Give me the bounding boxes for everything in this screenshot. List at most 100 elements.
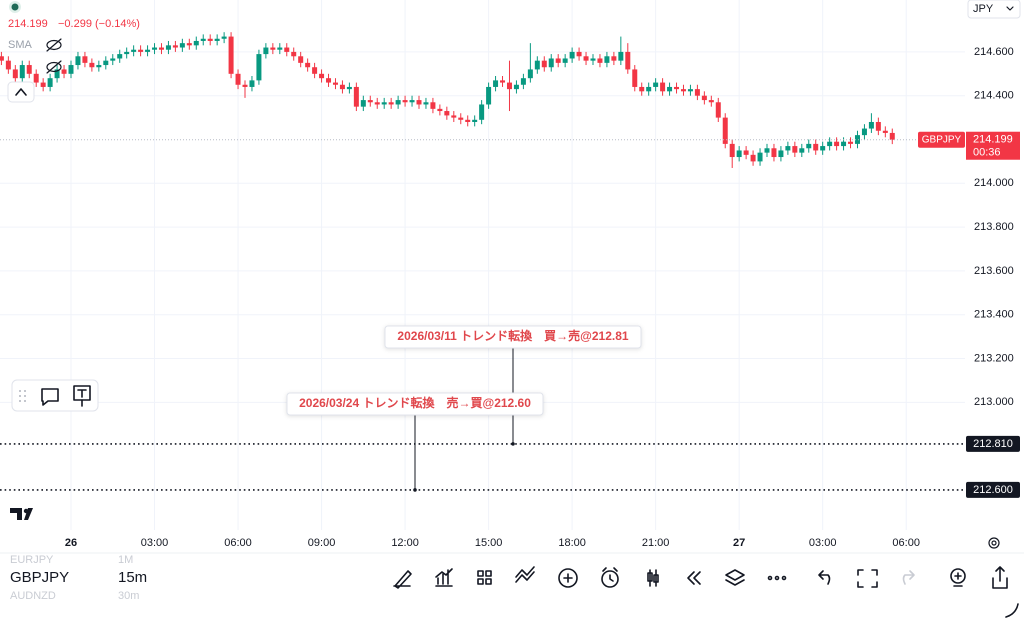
candle-body	[569, 51, 575, 59]
candle-body	[618, 51, 624, 61]
candle-body	[743, 150, 749, 155]
candle-body	[61, 69, 67, 74]
prev-symbol[interactable]: EURJPY	[10, 554, 54, 566]
candles	[0, 32, 895, 168]
candle-body	[367, 100, 373, 103]
header-change: −0.299 (−0.14%)	[58, 18, 140, 30]
candle-body	[513, 84, 519, 90]
candle-body	[562, 58, 568, 63]
visibility-icon[interactable]	[46, 38, 62, 52]
text-icon[interactable]	[73, 385, 91, 407]
price-tag	[966, 131, 1020, 160]
candle-body	[277, 47, 283, 50]
candle-body	[667, 86, 673, 92]
signal-price-tag	[966, 435, 1020, 452]
candle-body	[868, 121, 874, 129]
candle-body	[493, 80, 499, 87]
candle-body	[625, 51, 631, 70]
currency-select[interactable]	[967, 0, 1021, 19]
candle-body	[339, 84, 345, 90]
candle-body	[388, 102, 394, 105]
candle-body	[131, 49, 137, 52]
candle-body	[527, 69, 533, 79]
signal-price-tag	[966, 481, 1020, 498]
candle-body	[472, 119, 478, 122]
candle-body	[172, 45, 178, 48]
y-tick-label: 214.600	[974, 46, 1014, 58]
price-tag-text: 214.199	[973, 134, 1013, 146]
x-tick-label: 27	[733, 537, 745, 549]
candle-body	[75, 56, 81, 66]
candle-body	[221, 36, 227, 39]
overlay: 213.000 213.200 213.400 213.600 213.800 214.0…	[0, 46, 1020, 549]
annotation-text: 2026/03/11 トレンド転換 買→売@212.81	[397, 328, 628, 343]
visibility-icon[interactable]	[46, 60, 62, 74]
candle-body	[854, 135, 860, 144]
candle-body	[12, 69, 18, 79]
candle-body	[451, 115, 457, 118]
y-tick-label: 213.800	[974, 221, 1014, 233]
candle-body	[40, 82, 46, 87]
candle-body	[820, 146, 826, 151]
x-tick-label: 03:00	[809, 537, 837, 549]
candle-body	[708, 100, 714, 103]
candle-body	[207, 38, 213, 41]
candle-body	[555, 58, 561, 63]
candle-body	[19, 65, 25, 79]
candle-body	[541, 60, 547, 68]
candle-body	[96, 65, 102, 68]
candle-body	[861, 128, 867, 136]
candle-body	[200, 38, 206, 41]
dropdown-icon	[1006, 6, 1014, 11]
next-symbol[interactable]: AUDNZD	[10, 590, 56, 602]
comment-icon[interactable]	[41, 388, 59, 406]
settings-icon[interactable]	[988, 537, 1000, 549]
candle-body	[89, 62, 95, 68]
candle-body	[228, 36, 234, 74]
candle-body	[270, 47, 276, 50]
toolbar-icons[interactable]	[393, 566, 1019, 618]
candle-body	[152, 47, 158, 50]
candle-body	[757, 152, 763, 162]
candle-body	[165, 45, 171, 50]
candle-body	[680, 89, 686, 92]
candle-body	[750, 154, 756, 162]
candle-body	[214, 38, 220, 41]
annotation-text: 2026/03/24 トレンド転換 売→買@212.60	[299, 395, 531, 410]
y-tick-label: 213.200	[974, 352, 1014, 364]
candle-body	[312, 67, 318, 74]
next-interval[interactable]: 30m	[118, 590, 139, 602]
candle-body	[381, 102, 387, 105]
x-tick-label: 06:00	[892, 537, 920, 549]
candle-body	[256, 54, 262, 81]
symbol-tag	[918, 131, 965, 148]
x-tick-label: 03:00	[141, 537, 169, 549]
candle-body	[506, 82, 512, 90]
candle-body	[298, 56, 304, 63]
candle-body	[305, 62, 311, 68]
candle-body	[486, 86, 492, 105]
candle-body	[235, 73, 241, 85]
collapse-button[interactable]	[7, 81, 35, 103]
candle-body	[242, 84, 248, 87]
candle-body	[319, 73, 325, 79]
candle-body	[249, 80, 255, 87]
candle-body	[722, 117, 728, 144]
prev-interval[interactable]: 1M	[118, 554, 133, 566]
drag-handle[interactable]	[19, 390, 26, 402]
candle-body	[701, 95, 707, 101]
candle-body	[583, 56, 589, 61]
interval[interactable]: 15m	[118, 569, 147, 586]
candle-body	[332, 82, 338, 85]
candle-body	[402, 100, 408, 103]
candle-body	[576, 51, 582, 57]
candle-body	[548, 58, 554, 68]
symbol[interactable]: GBPJPY	[10, 569, 69, 586]
annotation-box	[286, 392, 544, 416]
candle-body	[632, 69, 638, 87]
candle-body	[458, 117, 464, 120]
candle-body	[193, 40, 199, 46]
candle-body	[646, 86, 652, 92]
candle-body	[875, 121, 881, 131]
candle-body	[694, 89, 700, 96]
